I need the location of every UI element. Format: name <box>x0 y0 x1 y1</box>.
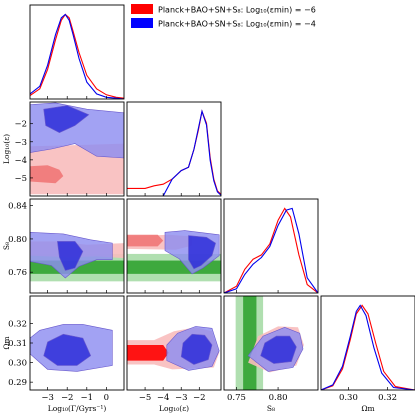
axes-frame-3-3 <box>320 295 415 391</box>
x-axis-label-3: Ωm <box>361 404 374 413</box>
contour-panel-2-0 <box>30 231 124 282</box>
x-tick-label: −3 <box>41 393 54 403</box>
contour-blue_band1-3-0 <box>43 333 92 366</box>
contour-panel-2-1 <box>127 230 221 282</box>
posterior-line-blue-3 <box>321 304 415 390</box>
axes-frame-3-2 <box>223 295 319 391</box>
axes-frame-0-0 <box>29 4 125 100</box>
posterior-line-blue-2 <box>224 207 318 293</box>
posterior-line-red-3 <box>321 304 415 390</box>
x-tick-label: −1 <box>81 393 94 403</box>
diag-panel-1 <box>127 109 221 196</box>
axes-frame-2-2 <box>223 198 319 294</box>
posterior-line-blue-1 <box>162 109 221 196</box>
x-axis-label-0: Log₁₀(Γ/Gyrs⁻¹) <box>48 404 107 413</box>
y-tick-label: −5 <box>14 174 27 184</box>
y-axis-label-2: S₈ <box>2 242 11 250</box>
x-tick-label: 0.32 <box>378 393 397 403</box>
x-tick-label: 0.75 <box>227 393 246 403</box>
y-axis-label-3: Ωm <box>2 336 11 349</box>
x-tick-label: 0.30 <box>339 393 358 403</box>
x-axis-label-1: Log₁₀(ε) <box>159 404 189 413</box>
x-tick-label: 0 <box>104 393 109 403</box>
axes-frame-3-1 <box>126 295 222 391</box>
legend-swatch-blue <box>131 18 153 28</box>
y-tick-label: −3 <box>14 138 27 148</box>
contour-panel-3-2 <box>235 296 304 390</box>
x-tick-label: −5 <box>139 393 152 403</box>
contour-red_band1-2-1 <box>127 234 164 247</box>
contour-red_band1-1-0 <box>30 165 64 184</box>
legend-label-red: Planck+BAO+SN+S₈: Log₁₀(εmin) = −6 <box>158 6 316 15</box>
diag-panel-2 <box>224 207 318 293</box>
diag-panel-0 <box>30 13 124 99</box>
posterior-line-red-1 <box>127 109 221 195</box>
y-tick-label: 0.29 <box>8 378 27 388</box>
posterior-line-blue-0 <box>30 13 124 99</box>
y-tick-label: 0.84 <box>8 202 27 212</box>
contour-red-3-1 <box>127 345 169 361</box>
axes-frame-2-1 <box>126 198 222 294</box>
contour-blue_band1-3-2 <box>260 335 297 364</box>
contour-panel-1-0 <box>30 102 124 195</box>
x-tick-label: −4 <box>157 393 170 403</box>
posterior-line-red-2 <box>224 207 318 293</box>
x-tick-label: −3 <box>175 393 188 403</box>
y-tick-label: 0.30 <box>8 359 27 369</box>
y-tick-label: 0.80 <box>8 235 27 245</box>
legend-label-blue: Planck+BAO+SN+S₈: Log₁₀(εmin) = −4 <box>158 20 316 29</box>
panels: Log₁₀(Γ/Gyrs⁻¹)−5−4−3−2Log₁₀(ε)Log₁₀(ε)0… <box>2 4 415 413</box>
x-tick-label: 0.80 <box>269 393 288 403</box>
x-tick-label: −2 <box>193 393 206 403</box>
posterior-line-red-0 <box>30 13 124 99</box>
s8-prior-band-1sigma <box>243 296 257 390</box>
y-tick-label: 0.31 <box>8 339 27 349</box>
y-tick-label: −2 <box>14 120 27 130</box>
legend: Planck+BAO+SN+S₈: Log₁₀(εmin) = −6 Planc… <box>131 4 316 29</box>
axes-frame-2-0 <box>29 198 125 294</box>
contour-blue_band1-2-0 <box>57 241 84 271</box>
y-tick-label: 0.32 <box>8 319 27 329</box>
diag-panel-3 <box>321 304 415 390</box>
contour-blue_band1-3-1 <box>180 333 213 365</box>
axes-frame-1-1 <box>126 101 222 197</box>
contour-blue_band1-2-1 <box>188 235 216 270</box>
x-axis-label-2: S₈ <box>267 404 275 413</box>
contour-panel-3-1 <box>127 326 220 371</box>
contour-panel-3-0 <box>30 324 113 372</box>
axes-frame-1-0 <box>29 101 125 197</box>
x-tick-label: −2 <box>61 393 74 403</box>
y-tick-label: 0.76 <box>8 268 27 278</box>
legend-swatch-red <box>131 4 153 14</box>
y-tick-label: −4 <box>14 156 27 166</box>
contour-blue_band1-1-0 <box>43 105 90 134</box>
y-axis-label-1: Log₁₀(ε) <box>2 134 11 164</box>
